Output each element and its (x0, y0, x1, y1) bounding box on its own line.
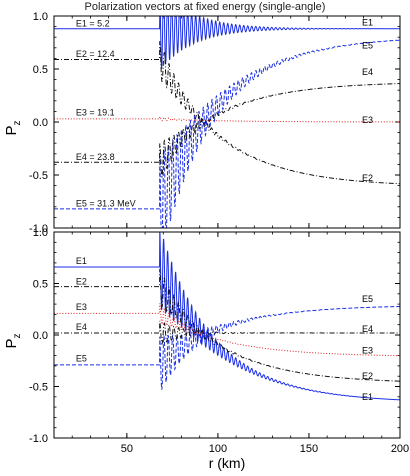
annotation: E4 (76, 322, 87, 332)
series-label-E2: E2 (362, 173, 373, 183)
y-tick-label: 0.5 (33, 279, 48, 291)
series-label-E4: E4 (362, 67, 373, 77)
y-tick-label: 0.5 (33, 64, 48, 76)
series-label-E5: E5 (362, 41, 373, 51)
y-tick-label: 0.0 (33, 117, 48, 129)
series-line-E1 (54, 16, 400, 70)
series-line-E5 (54, 306, 400, 390)
annotation: E2 = 12.4 (76, 49, 115, 59)
series-line-E2 (54, 268, 400, 382)
annotation: E3 = 19.1 (76, 107, 115, 117)
x-tick-label: 100 (209, 443, 227, 455)
y-tick-label: -0.5 (29, 382, 48, 394)
series-line-E1 (54, 232, 400, 401)
y-axis-label: Pz (3, 120, 23, 135)
series-label-E3: E3 (362, 115, 373, 125)
y-tick-label: 1.0 (33, 227, 48, 239)
x-tick-label: 150 (300, 443, 318, 455)
annotation: E5 = 31.3 MeV (76, 199, 136, 209)
x-axis-label: r (km) (209, 455, 246, 471)
series-label-E2: E2 (362, 371, 373, 381)
figure-title: Polarization vectors at fixed energy (si… (84, 1, 326, 13)
y-tick-label: -1.0 (29, 223, 48, 235)
annotation: E2 (76, 276, 87, 286)
series-label-E4: E4 (362, 324, 373, 334)
series-line-E3 (54, 303, 400, 357)
y-axis-label: Pz (3, 333, 23, 348)
series-line-E5 (54, 39, 400, 228)
y-tick-label: -1.0 (29, 433, 48, 445)
y-tick-label: 1.0 (33, 11, 48, 23)
series-label-E3: E3 (362, 345, 373, 355)
series-label-E1: E1 (362, 392, 373, 402)
annotation: E1 = 5.2 (76, 18, 110, 28)
x-tick-label: 200 (391, 443, 409, 455)
y-tick-label: -0.5 (29, 170, 48, 182)
annotation: E4 = 23.8 (76, 152, 115, 162)
series-label-E5: E5 (362, 294, 373, 304)
series-line-E4 (54, 83, 400, 179)
annotation: E1 (76, 256, 87, 266)
y-tick-label: 0.0 (33, 330, 48, 342)
annotation: E3 (76, 302, 87, 312)
panel-frame (53, 231, 401, 439)
series-line-E3 (54, 115, 400, 123)
series-line-E2 (54, 41, 400, 185)
annotation: E5 (76, 354, 87, 364)
x-tick-label: 50 (121, 443, 133, 455)
series-line-E4 (54, 320, 400, 346)
panel-frame (53, 15, 401, 229)
series-label-E1: E1 (362, 17, 373, 27)
